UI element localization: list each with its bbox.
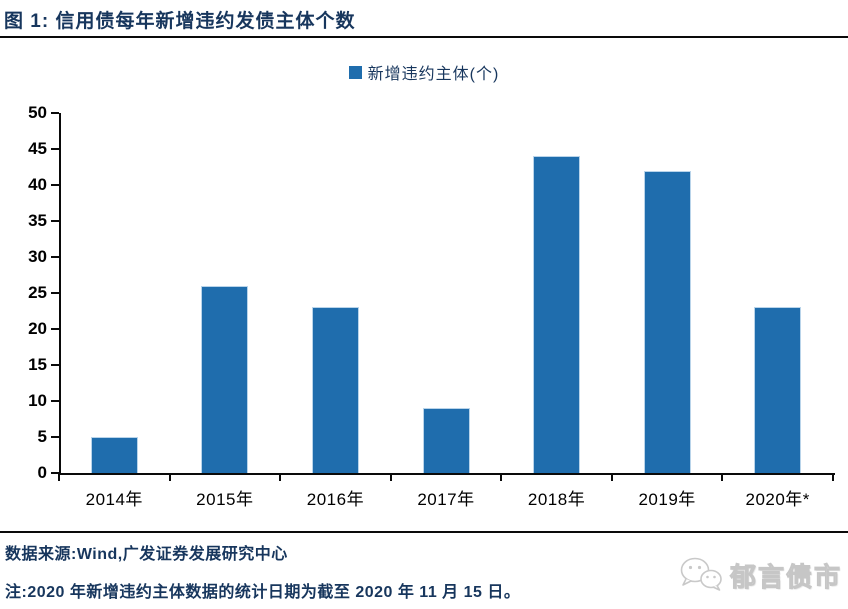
watermark-label: 郁言债市	[729, 561, 842, 592]
y-axis-label: 50	[28, 103, 47, 122]
y-axis-tick	[51, 436, 59, 438]
bar-2019年	[643, 170, 691, 473]
bar-2016年	[311, 307, 359, 473]
plot-area	[59, 113, 835, 475]
y-axis-tick	[51, 364, 59, 366]
bar-2018年	[533, 156, 581, 473]
x-axis-tick	[721, 473, 724, 481]
chart-legend: 新增违约主体(个)	[0, 62, 848, 83]
x-axis-tick	[58, 473, 60, 481]
legend-label: 新增违约主体(个)	[367, 66, 500, 83]
y-axis-tick	[51, 292, 59, 294]
x-axis-label: 2017年	[417, 490, 475, 509]
x-axis-tick	[500, 473, 503, 481]
x-axis-tick	[168, 473, 171, 481]
y-axis-tick	[51, 148, 59, 150]
figure-title: 图 1: 信用债每年新增违约发债主体个数	[4, 11, 356, 32]
x-axis-label: 2014年	[85, 490, 143, 509]
chart-divider	[0, 531, 848, 533]
y-axis-label: 15	[28, 355, 47, 374]
x-axis-tick	[610, 473, 613, 481]
x-axis-label: 2019年	[638, 490, 696, 509]
wechat-icon	[680, 557, 722, 591]
x-axis-label: 2016年	[306, 490, 365, 509]
legend-swatch	[348, 65, 362, 79]
y-axis-tick	[51, 220, 59, 222]
y-axis-label: 30	[28, 247, 47, 266]
y-axis-label: 25	[28, 283, 47, 302]
footnote: 注:2020 年新增违约主体数据的统计日期为截至 2020 年 11 月 15 …	[5, 584, 521, 601]
y-axis-tick	[51, 184, 59, 186]
y-axis-tick	[51, 112, 59, 114]
y-axis-label: 10	[28, 391, 47, 410]
brand-watermark: 郁言债市	[678, 556, 842, 594]
title-divider	[0, 36, 848, 38]
y-axis-label: 0	[37, 463, 47, 482]
x-axis-label: 2020年*	[745, 490, 810, 509]
bar-2015年	[201, 285, 249, 473]
y-axis-tick	[51, 328, 59, 330]
bar-2020年*	[754, 307, 802, 473]
y-axis-label: 35	[28, 211, 47, 230]
bar-2017年	[422, 408, 470, 473]
data-source: 数据来源:Wind,广发证券发展研究中心	[5, 546, 288, 563]
y-axis-tick	[51, 472, 59, 474]
x-axis-label: 2018年	[527, 490, 586, 509]
y-axis-label: 5	[37, 427, 47, 446]
x-axis-tick	[389, 473, 392, 481]
y-axis-tick	[51, 400, 59, 402]
y-axis-label: 20	[28, 319, 47, 338]
x-axis-tick	[279, 473, 282, 481]
y-axis-label: 40	[28, 175, 47, 194]
bar-2014年	[90, 437, 138, 473]
x-axis-tick	[832, 473, 834, 481]
y-axis-tick	[51, 256, 59, 258]
x-axis-label: 2015年	[196, 490, 254, 509]
y-axis-label: 45	[28, 139, 47, 158]
